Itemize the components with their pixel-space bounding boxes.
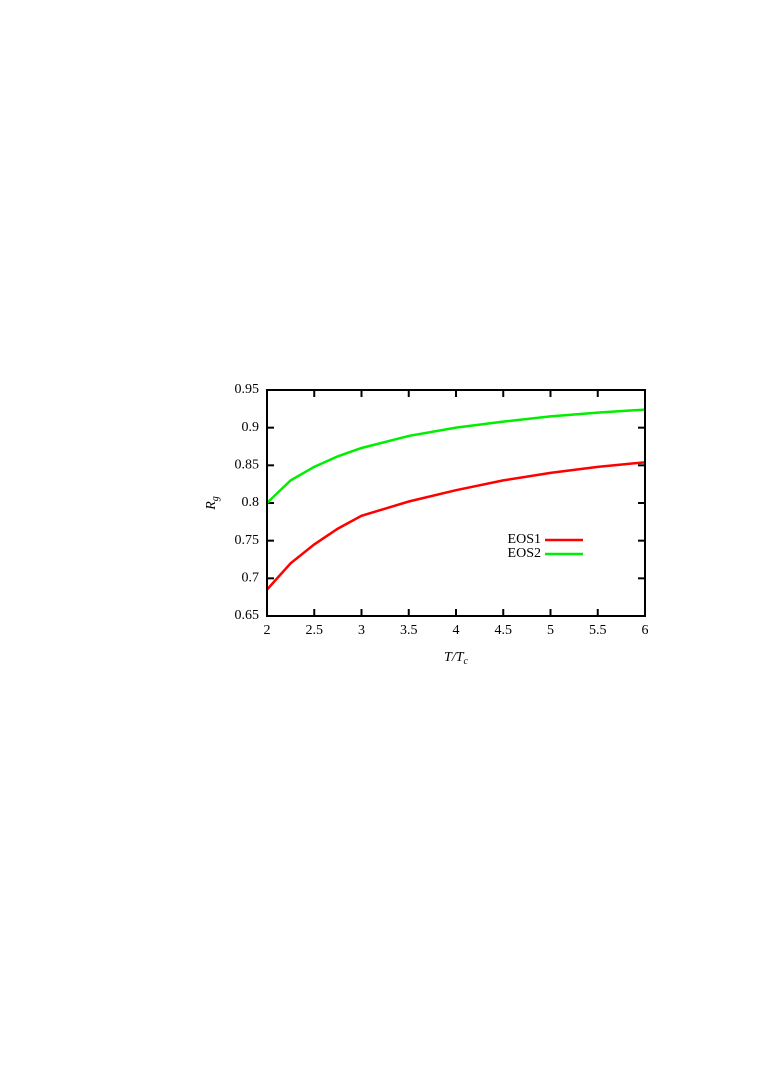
y-label-main: R [204,501,219,511]
y-tick-label: 0.7 [242,571,260,586]
x-label-sub: c [464,656,469,667]
x-tick-label: 5 [547,623,554,638]
x-tick-label: 6 [642,623,649,638]
x-tick-label: 3.5 [400,623,418,638]
y-axis-label: Rg [204,496,221,511]
plot-frame [266,389,646,617]
y-tick-label: 0.95 [235,382,260,397]
x-tick-label: 4 [453,623,460,638]
legend-label: EOS1 [508,532,541,547]
y-tick-label: 0.8 [242,495,260,510]
y-tick-label: 0.65 [235,608,260,623]
y-tick-label: 0.9 [242,420,260,435]
x-tick-label: 2.5 [306,623,324,638]
line [266,461,646,591]
x-tick-label: 3 [358,623,365,638]
legend-label: EOS2 [508,546,541,561]
y-tick-label: 0.85 [235,458,260,473]
x-tick-label: 5.5 [589,623,607,638]
x-axis-label: T/Tc [444,650,468,667]
x-tick-label: 2 [264,623,271,638]
x-label-main: T/T [444,650,465,665]
line [266,408,646,504]
x-tick-label: 4.5 [495,623,513,638]
y-tick-label: 0.75 [235,533,260,548]
y-label-sub: g [210,496,221,501]
